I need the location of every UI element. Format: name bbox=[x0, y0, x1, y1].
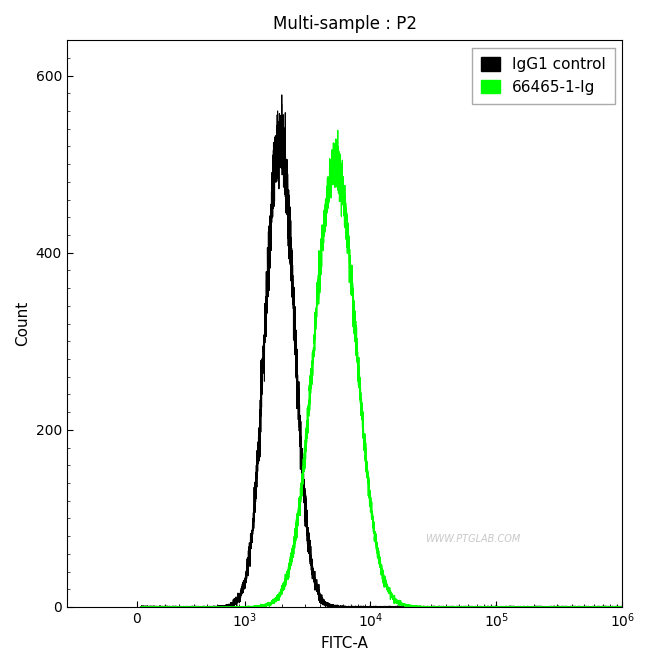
Legend: IgG1 control, 66465-1-Ig: IgG1 control, 66465-1-Ig bbox=[472, 48, 615, 104]
66465-1-Ig bbox=[387, 590, 395, 598]
IgG1 control bbox=[618, 603, 626, 611]
IgG1 control bbox=[422, 603, 430, 611]
IgG1 control bbox=[140, 603, 148, 611]
Line: 66465-1-Ig: 66465-1-Ig bbox=[141, 131, 622, 607]
Text: WWW.PTGLAB.COM: WWW.PTGLAB.COM bbox=[424, 534, 520, 544]
Title: Multi-sample : P2: Multi-sample : P2 bbox=[272, 15, 417, 33]
66465-1-Ig bbox=[334, 127, 342, 135]
66465-1-Ig bbox=[137, 603, 145, 611]
Y-axis label: Count: Count bbox=[15, 301, 30, 346]
IgG1 control bbox=[257, 428, 265, 436]
IgG1 control bbox=[387, 603, 395, 611]
IgG1 control bbox=[137, 603, 145, 611]
66465-1-Ig bbox=[140, 603, 148, 611]
IgG1 control bbox=[412, 603, 420, 611]
66465-1-Ig bbox=[502, 603, 510, 611]
66465-1-Ig bbox=[257, 603, 265, 611]
66465-1-Ig bbox=[618, 603, 626, 611]
Line: IgG1 control: IgG1 control bbox=[141, 95, 622, 607]
66465-1-Ig bbox=[412, 603, 420, 611]
IgG1 control bbox=[502, 602, 510, 610]
IgG1 control bbox=[472, 602, 480, 610]
X-axis label: FITC-A: FITC-A bbox=[320, 636, 369, 651]
66465-1-Ig bbox=[472, 603, 480, 611]
IgG1 control bbox=[278, 91, 286, 99]
66465-1-Ig bbox=[422, 603, 430, 611]
